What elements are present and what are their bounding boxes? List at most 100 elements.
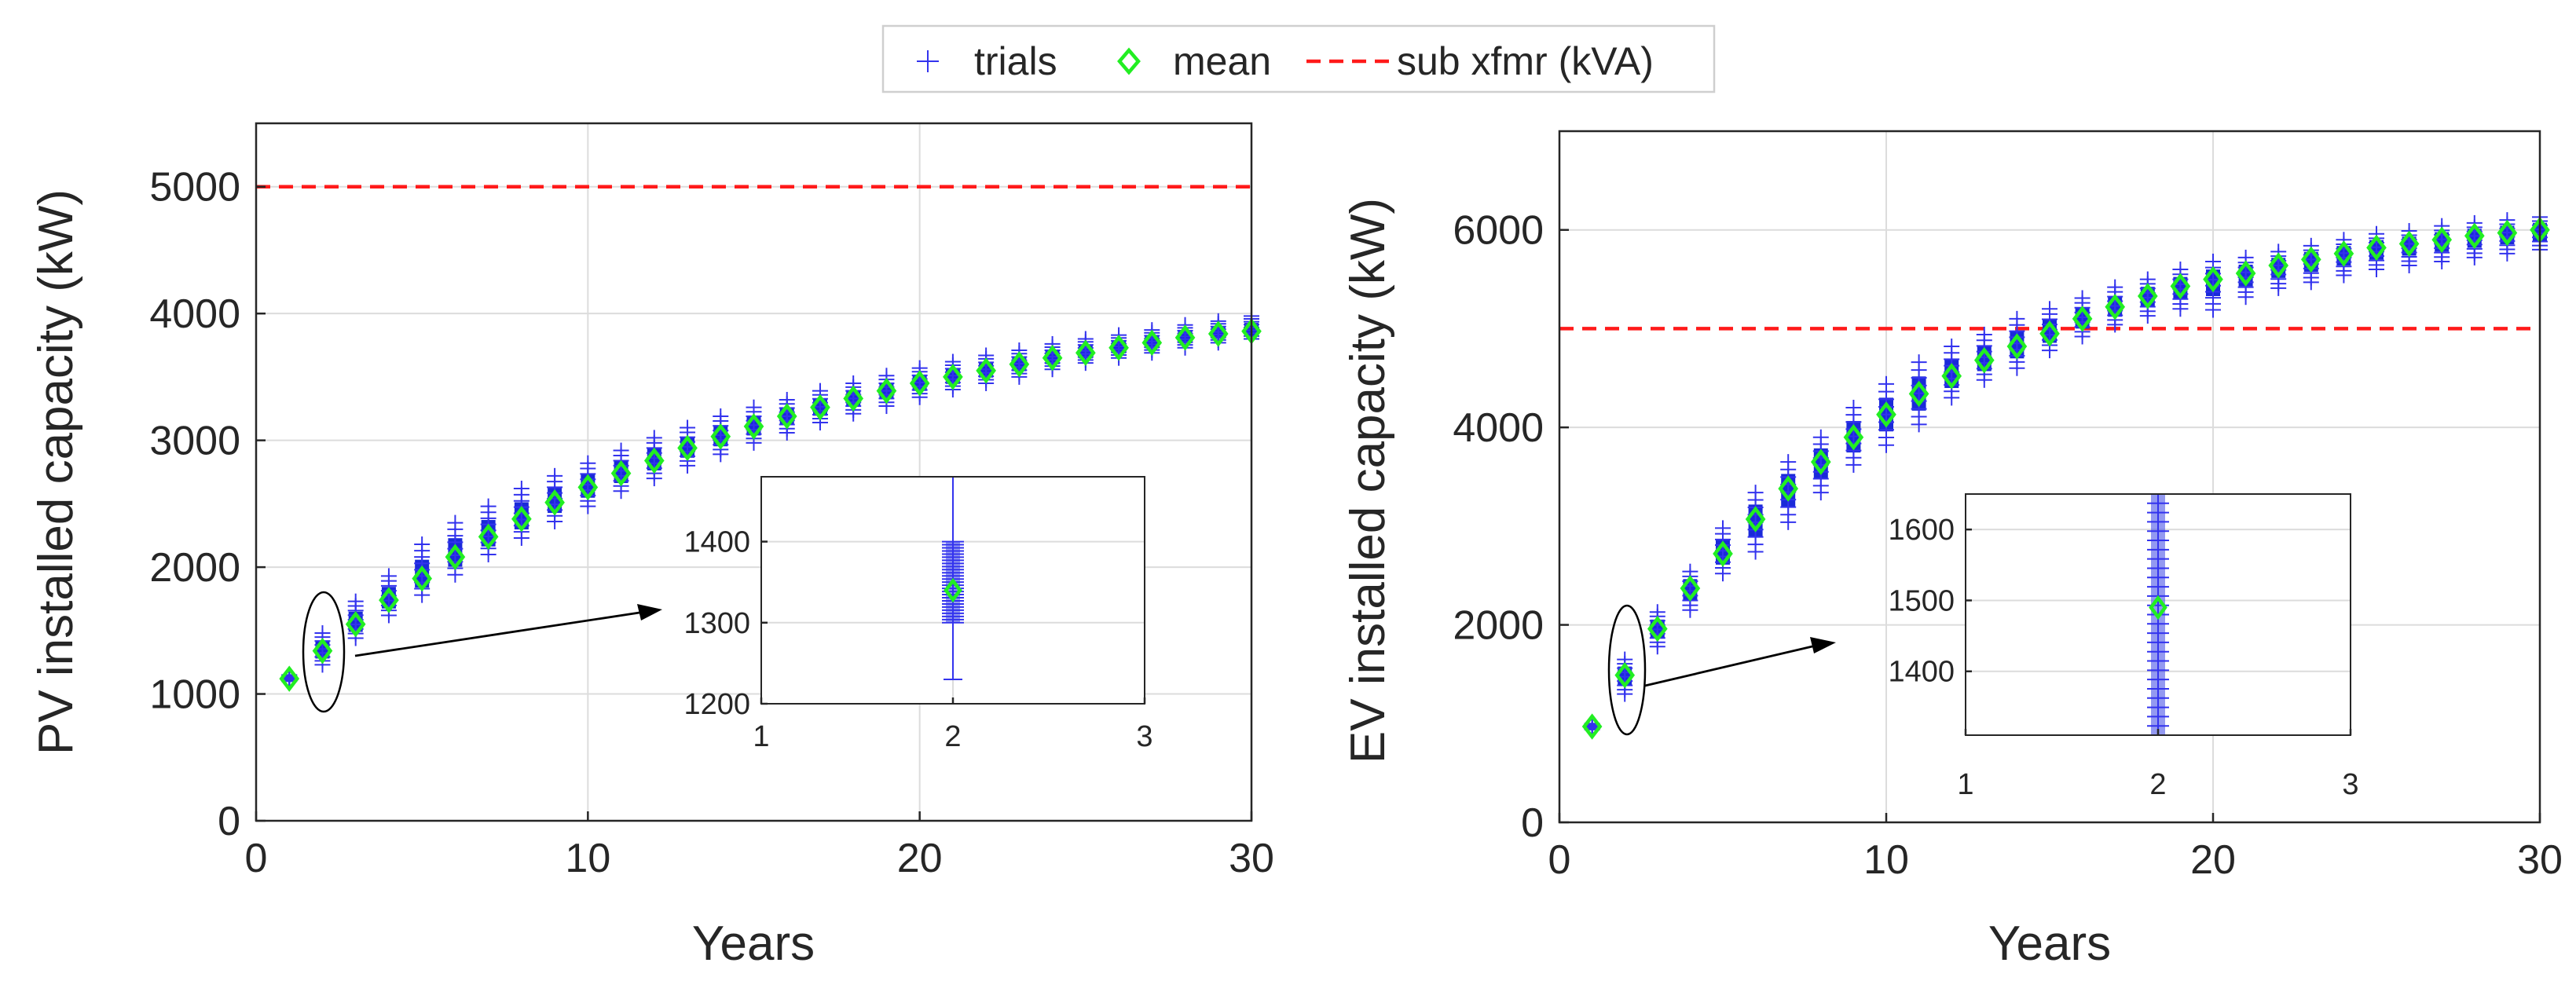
pv-mean-point	[943, 364, 963, 390]
ev-mean-point	[1778, 475, 1799, 502]
pv-mean-point	[1009, 351, 1030, 378]
ev-inset-x-tick-label: 2	[2149, 768, 2166, 801]
pv-mean-point	[511, 506, 532, 533]
pv-trial-group	[480, 498, 497, 562]
pv-trial-group	[414, 536, 431, 603]
pv-mean-point	[312, 637, 333, 664]
pv-mean-point	[810, 394, 830, 421]
pv-y-tick-label: 1000	[149, 672, 240, 718]
pv-y-tick-label: 4000	[149, 291, 240, 337]
legend-trials-icon	[917, 50, 939, 72]
pv-inset: 1 2 3 1200 1300 1400	[683, 476, 1153, 753]
pv-inset-y-tick-label: 1400	[683, 526, 750, 559]
ev-axes-box	[1558, 130, 2541, 824]
ev-x-tick-label: 0	[1548, 837, 1571, 883]
legend: trials mean sub xfmr (kVA)	[881, 24, 1716, 93]
ev-y-axis-title: EV installed capacity (kW)	[1341, 198, 1395, 763]
ev-mean-point	[1713, 540, 1733, 567]
ev-mean-point	[2072, 306, 2093, 332]
pv-mean-point	[345, 611, 366, 638]
ev-inset: 1 2 3 1400 1500 1600	[1888, 493, 2359, 801]
pv-mean-point	[544, 489, 565, 516]
pv-mean-point	[643, 447, 665, 474]
pv-inset-x-tick-label: 3	[1136, 720, 1152, 753]
pv-y-tick-label: 2000	[149, 545, 240, 591]
pv-x-tick-label: 30	[1229, 836, 1274, 881]
pv-mean-point	[279, 665, 300, 692]
ev-mean-point	[1941, 363, 1962, 390]
ev-x-tick-label: 20	[2190, 837, 2236, 883]
ev-mean-point	[1581, 713, 1603, 740]
pv-mean-point	[776, 403, 797, 430]
legend-label-mean: mean	[1173, 39, 1271, 83]
pv-mean-point	[1207, 320, 1229, 347]
pv-mean-point	[976, 357, 996, 384]
ev-trial-group	[2205, 253, 2221, 318]
pv-y-tick-label: 3000	[149, 419, 240, 464]
ev-y-tick-label: 6000	[1453, 208, 1544, 254]
pv-mean-point	[909, 370, 930, 397]
pv-inset-x-tick-label: 1	[753, 720, 769, 753]
ev-mean-point	[2300, 246, 2321, 273]
ev-inset-y-tick-label: 1600	[1888, 514, 1955, 547]
ev-mean-point	[2105, 294, 2126, 320]
ev-mean-point	[2398, 230, 2420, 258]
pv-inset-x-tick-label: 2	[944, 720, 961, 753]
pv-inset-y-tick-label: 1200	[683, 688, 750, 721]
legend-label-sub-xfmr: sub xfmr (kVA)	[1397, 39, 1654, 83]
ev-mean-point	[2333, 240, 2354, 267]
ev-mean-point	[1973, 346, 1995, 374]
pv-inset-plot	[761, 476, 1145, 704]
ev-ticks: 0 10 20 30 0 2000 4000 6000	[1453, 208, 2563, 883]
ev-inset-x-tick-label: 1	[1957, 768, 1973, 801]
ev-mean-point	[1843, 424, 1864, 451]
ev-y-tick-label: 2000	[1453, 603, 1544, 649]
ev-mean-point	[2170, 273, 2191, 300]
pv-trial-group	[779, 391, 795, 441]
pv-chart: 0 10 20 30 0 1000 2000 3000 4000 5000 PV installe…	[29, 122, 1274, 971]
pv-mean-point	[577, 474, 599, 501]
ev-mean-point	[2006, 333, 2028, 360]
pv-y-tick-label: 0	[218, 799, 240, 844]
ev-chart: 0 10 20 30 0 2000 4000 6000 EV installed capaci…	[1341, 130, 2563, 971]
ev-mean-point	[1876, 401, 1896, 428]
pv-mean-point	[843, 385, 864, 412]
pv-callout-ellipse	[302, 591, 346, 713]
pv-mean-point	[743, 413, 764, 440]
ev-mean-point	[1614, 661, 1636, 689]
legend-box	[881, 24, 1716, 93]
ev-zoom-arrow	[1644, 637, 1836, 687]
pv-means	[279, 318, 1262, 692]
ev-x-axis-title: Years	[1988, 917, 2111, 971]
ev-mean-point	[2366, 234, 2387, 262]
pv-y-tick-label: 5000	[149, 165, 240, 210]
pv-mean-point	[1174, 324, 1196, 351]
pv-mean-point	[1108, 335, 1129, 361]
pv-inset-ticks: 1 2 3 1200 1300 1400	[683, 526, 1152, 753]
ev-mean-point	[2497, 219, 2518, 247]
ev-mean-point	[2464, 222, 2485, 249]
ev-mean-point	[1680, 575, 1701, 602]
ev-mean-point	[2268, 252, 2289, 279]
ev-inset-ticks: 1 2 3 1400 1500 1600	[1888, 514, 2358, 801]
pv-x-tick-label: 20	[897, 836, 943, 881]
ev-mean-point	[2039, 320, 2060, 347]
ev-mean-point	[1647, 615, 1668, 642]
ev-callout-ellipse	[1607, 604, 1647, 736]
ev-mean-point	[2203, 265, 2223, 293]
ev-mean-point	[2137, 283, 2158, 309]
ev-inset-y-tick-label: 1400	[1888, 656, 1955, 689]
pv-mean-point	[445, 544, 466, 570]
pv-grid	[256, 123, 1251, 821]
ev-mean-point	[1810, 448, 1831, 475]
ev-mean-point	[1908, 380, 1929, 408]
ev-x-tick-label: 30	[2517, 837, 2563, 883]
ev-zoom-arrowhead	[1810, 637, 1836, 653]
legend-label-trials: trials	[974, 39, 1057, 83]
pv-mean-point	[412, 565, 433, 592]
pv-mean-point	[1075, 339, 1096, 366]
pv-zoom-arrow	[354, 604, 662, 657]
pv-x-tick-label: 0	[245, 836, 268, 881]
pv-mean-point	[478, 523, 499, 551]
pv-mean-point	[379, 587, 399, 613]
